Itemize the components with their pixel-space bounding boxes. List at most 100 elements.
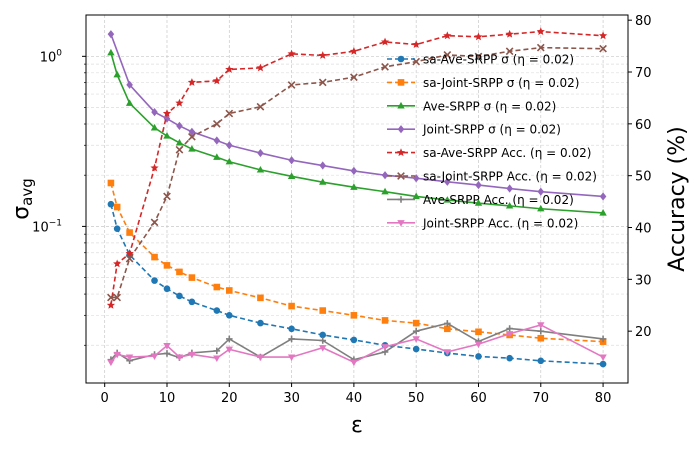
data-point: [163, 192, 171, 201]
y-left-tick-label-exp: 0: [56, 48, 62, 58]
data-point: [412, 327, 420, 335]
data-point: [443, 31, 452, 40]
data-point: [599, 192, 607, 201]
data-point: [188, 132, 196, 141]
data-point: [319, 161, 327, 170]
data-point: [175, 98, 184, 107]
y-right-axis-label: Accuracy (%): [665, 126, 690, 272]
data-point: [381, 317, 389, 324]
series-4: [106, 27, 608, 309]
data-point: [113, 70, 121, 78]
y-left-tick-label-exp: −1: [49, 218, 62, 228]
legend-label: sa-Joint-SRPP σ (η = 0.02): [423, 76, 580, 90]
data-point: [107, 30, 115, 39]
data-point: [381, 62, 389, 71]
y-right-tick-label: 70: [635, 66, 652, 81]
x-tick-label: 50: [408, 391, 425, 406]
data-point: [505, 47, 514, 56]
data-point: [225, 141, 233, 150]
data-point: [319, 178, 327, 185]
data-point: [125, 99, 134, 106]
data-point: [256, 354, 265, 361]
data-point: [175, 354, 184, 361]
y-right-tick-label: 60: [635, 118, 652, 133]
data-point: [287, 354, 296, 361]
legend-marker: [397, 220, 405, 227]
data-point: [225, 335, 233, 343]
data-point: [176, 121, 183, 130]
series-5-line: [110, 46, 604, 299]
data-point: [443, 349, 452, 356]
data-point: [506, 325, 513, 332]
data-point: [163, 262, 171, 269]
data-point: [505, 201, 514, 209]
plot-frame: [85, 14, 629, 384]
data-point: [107, 48, 115, 56]
data-point: [350, 312, 358, 319]
data-point: [506, 184, 513, 193]
legend-label: Ave-SRPP Acc. (η = 0.02): [423, 193, 574, 207]
data-point: [213, 283, 221, 291]
data-point: [225, 109, 234, 118]
legend-marker: [397, 55, 405, 63]
series-layer: [106, 27, 608, 368]
data-point: [113, 293, 122, 302]
data-point: [475, 180, 482, 190]
data-point: [213, 307, 221, 314]
data-point: [257, 148, 264, 158]
data-point: [176, 292, 183, 300]
legend-marker: [397, 196, 405, 203]
x-tick-label: 80: [595, 391, 612, 406]
series-2: [107, 48, 607, 216]
y-right-tick-label: 80: [635, 14, 652, 29]
data-point: [474, 341, 483, 349]
series-7: [107, 322, 607, 367]
legend-label: sa-Joint-SRPP Acc. (η = 0.02): [423, 170, 597, 184]
data-point: [599, 44, 607, 53]
y-left-axis-label-main: σ: [9, 206, 34, 220]
data-point: [175, 145, 184, 154]
data-point: [257, 294, 264, 302]
data-point: [107, 359, 115, 367]
y-right-tick-label: 30: [635, 273, 652, 288]
data-point: [599, 209, 607, 216]
data-point: [318, 78, 327, 87]
data-point: [213, 355, 221, 363]
data-point: [175, 138, 184, 146]
data-point: [537, 322, 545, 329]
data-point: [113, 225, 121, 232]
data-point: [412, 345, 420, 353]
data-point: [151, 277, 158, 284]
data-point: [536, 43, 545, 52]
data-point: [188, 351, 196, 359]
data-point: [107, 200, 115, 208]
y-left-axis-label: σavg: [9, 178, 36, 220]
data-point: [256, 102, 265, 111]
x-tick-label: 40: [346, 391, 363, 406]
data-point: [350, 73, 358, 82]
legend-marker: [397, 172, 405, 180]
data-point: [113, 203, 121, 211]
data-point: [287, 49, 296, 58]
data-point: [319, 331, 327, 339]
data-point: [475, 328, 482, 336]
data-point: [505, 29, 514, 38]
data-point: [106, 300, 116, 309]
data-point: [350, 336, 358, 344]
data-point: [444, 325, 451, 333]
x-tick-label: 20: [221, 391, 238, 406]
data-point: [474, 52, 483, 61]
legend-label: sa-Ave-SRPP σ (η = 0.02): [423, 53, 574, 67]
legend-marker: [397, 101, 405, 109]
legend-label: sa-Ave-SRPP Acc. (η = 0.02): [423, 146, 591, 160]
data-point: [163, 132, 171, 139]
y-left-axis-label-sub: avg: [18, 178, 36, 206]
data-point: [318, 51, 327, 59]
data-point: [126, 80, 133, 89]
data-point: [444, 320, 451, 327]
data-point: [381, 171, 389, 180]
data-point: [537, 357, 545, 365]
data-point: [598, 31, 608, 40]
data-point: [225, 287, 233, 294]
